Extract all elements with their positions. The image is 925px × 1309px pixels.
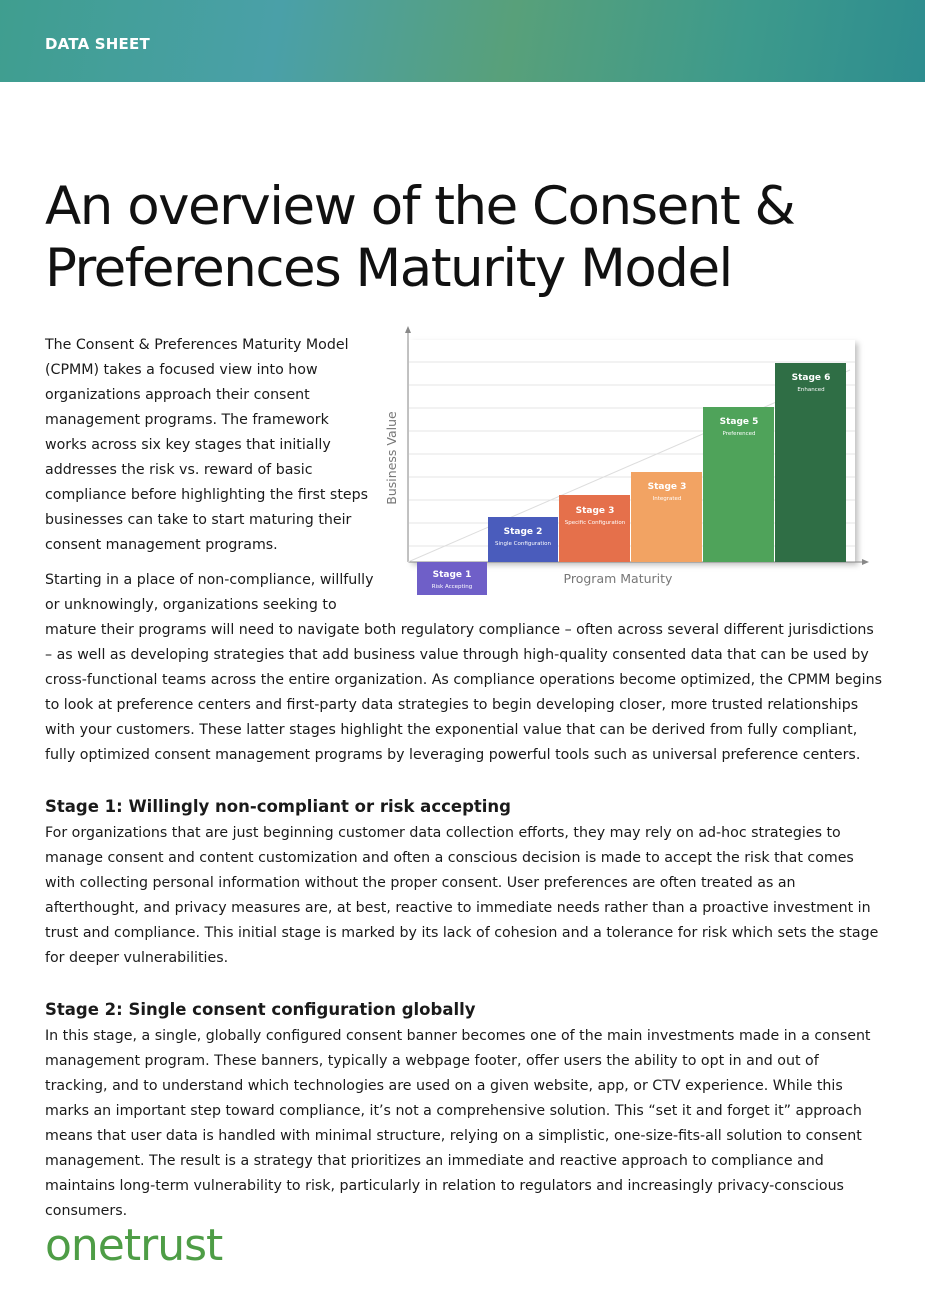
stage-labels: Stage 1 Risk Accepting Stage 2 Single Co…	[432, 373, 831, 590]
stage-bar	[559, 495, 630, 562]
section-body: For organizations that are just beginnin…	[45, 825, 879, 966]
section-heading: Stage 1: Willingly non-compliant or risk…	[45, 797, 511, 816]
stage-bar	[417, 562, 487, 595]
section-heading: Stage 2: Single consent configuration gl…	[45, 1000, 476, 1019]
title-line: An overview of the Consent &	[45, 176, 796, 237]
stage-bar	[488, 517, 558, 562]
y-axis-label: Business Value	[384, 411, 399, 505]
stage-label: Preferenced	[723, 431, 756, 437]
header-band: DATA SHEET	[0, 0, 925, 82]
title-line: Preferences Maturity Model	[45, 238, 733, 299]
stage-label: Enhanced	[797, 387, 824, 393]
stage-label: Specific Configuration	[565, 520, 626, 526]
logo: onetrust	[45, 1220, 223, 1271]
stage-label: Risk Accepting	[432, 584, 472, 590]
content: Stage 1 Risk Accepting Stage 2 Single Co…	[45, 326, 885, 1234]
section: Stage 1: Willingly non-compliant or risk…	[45, 793, 885, 971]
header-label: DATA SHEET	[45, 35, 150, 53]
section: Stage 2: Single consent configuration gl…	[45, 996, 885, 1224]
section-body: In this stage, a single, globally config…	[45, 1028, 871, 1219]
stage-name: Stage 5	[720, 417, 759, 427]
stage-name: Stage 6	[792, 373, 831, 383]
x-arrow	[862, 559, 869, 565]
stage-bar	[703, 407, 774, 562]
x-axis-label: Program Maturity	[564, 571, 673, 586]
stage-label: Integrated	[653, 496, 682, 502]
stage-name: Stage 3	[576, 506, 615, 516]
intro-paragraph: The Consent & Preferences Maturity Model…	[45, 337, 369, 553]
stage-name: Stage 1	[433, 570, 472, 580]
stage-label: Single Configuration	[495, 541, 551, 547]
intro-paragraph: Starting in a place of non-compliance, w…	[45, 572, 882, 763]
y-arrow	[405, 326, 411, 333]
stage-bar	[631, 472, 702, 562]
title: An overview of the Consent & Preferences …	[45, 176, 796, 300]
maturity-diagram: Stage 1 Risk Accepting Stage 2 Single Co…	[384, 326, 869, 595]
stage-name: Stage 3	[648, 482, 687, 492]
stage-name: Stage 2	[504, 527, 543, 537]
figure: Stage 1 Risk Accepting Stage 2 Single Co…	[380, 325, 885, 595]
stage-bar	[775, 363, 846, 562]
